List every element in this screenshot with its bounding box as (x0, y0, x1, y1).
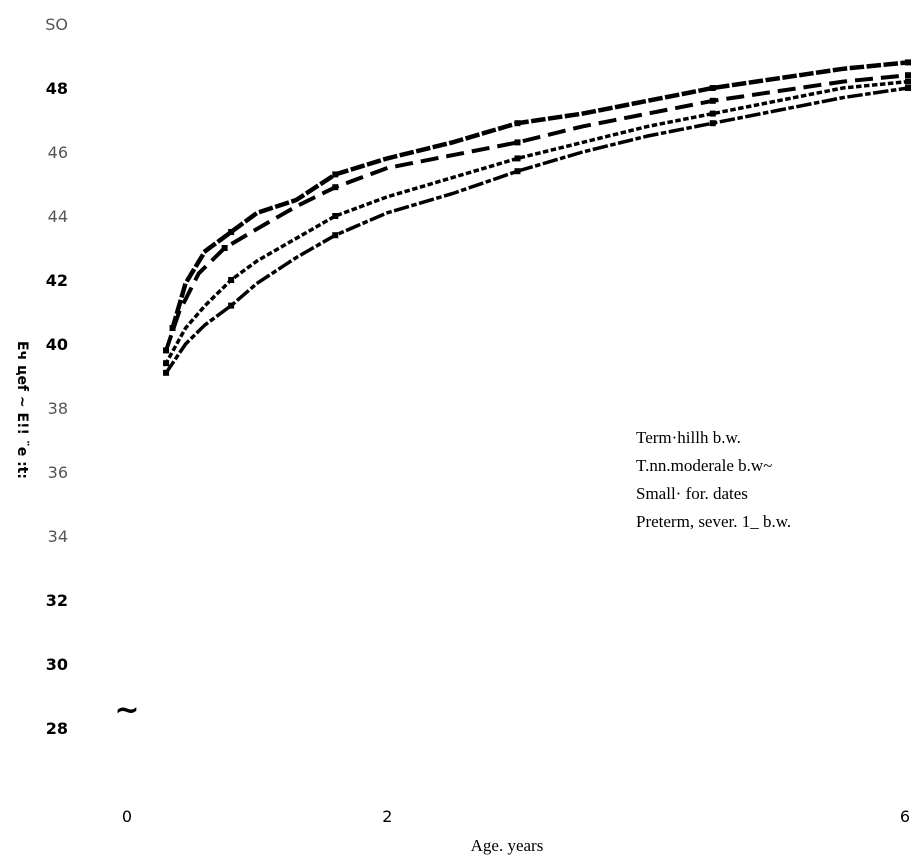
series-4-point (163, 369, 170, 376)
legend-entry-preterm-severe-bw: Preterm, sever. 1_ b.w. (636, 512, 791, 531)
series-3-point (709, 110, 716, 117)
x-axis-label: Age. years (471, 836, 544, 855)
series-line-2 (163, 73, 911, 353)
y-tick-label: 36 (48, 463, 68, 482)
annotations: ~ (114, 693, 139, 728)
series-1-point (228, 229, 235, 235)
series-4-point (332, 232, 339, 239)
series-1-point (332, 171, 339, 178)
series-line-3 (163, 79, 910, 366)
series-3-point (163, 360, 170, 367)
growth-curves (163, 59, 911, 376)
series-2-point (709, 97, 716, 104)
legend-entry-term-moderate-bw: T.nn.moderale b.w~ (636, 456, 772, 475)
y-tick-label: 46 (48, 143, 68, 162)
x-axis-ticks: 0 2 6 (122, 807, 910, 826)
legend-entry-term-high-bw: Term·hillh b.w. (636, 428, 741, 447)
y-tick-label: 44 (48, 207, 68, 226)
series-4-point (228, 302, 235, 309)
series-4-point (905, 85, 911, 91)
y-axis-label: Eч цef ~ E!! ¨e :t: (14, 341, 30, 479)
y-tick-label: 38 (48, 399, 68, 418)
y-tick-label: 32 (46, 591, 68, 610)
y-tick-label: 28 (46, 719, 68, 738)
y-tick-label: 34 (48, 527, 68, 546)
series-4-point (514, 168, 521, 175)
series-4-point (709, 120, 716, 127)
y-tick-label: SO (45, 15, 68, 34)
series-1-point (905, 59, 911, 66)
y-tick-label: 48 (46, 79, 68, 98)
series-line-4 (163, 86, 910, 376)
x-tick-label: 0 (122, 807, 132, 826)
series-2-point (221, 245, 228, 251)
annotation-mark: ~ (114, 693, 139, 728)
series-3-point (228, 277, 235, 283)
legend: Term·hillh b.w. T.nn.moderale b.w~ Small… (636, 428, 791, 531)
series-2-point (163, 347, 170, 354)
legend-entry-small-for-dates: Small· for. dates (636, 484, 748, 503)
series-2-point (905, 72, 911, 79)
series-2-point (332, 184, 339, 191)
x-tick-label: 2 (382, 807, 392, 826)
series-3-point (514, 155, 521, 162)
series-1-point (709, 85, 716, 91)
x-tick-label: 6 (900, 807, 910, 826)
y-tick-label: 40 (46, 335, 68, 354)
series-1-point (169, 325, 176, 331)
y-tick-label: 42 (46, 271, 68, 290)
series-2-point (514, 139, 521, 146)
y-tick-label: 30 (46, 655, 68, 674)
series-1-point (514, 120, 521, 127)
series-line-1 (169, 59, 911, 331)
y-axis-ticks: SO 48 46 44 42 40 38 36 34 32 30 28 (45, 15, 68, 738)
series-3-point (332, 213, 339, 219)
series-3-point (905, 78, 911, 85)
